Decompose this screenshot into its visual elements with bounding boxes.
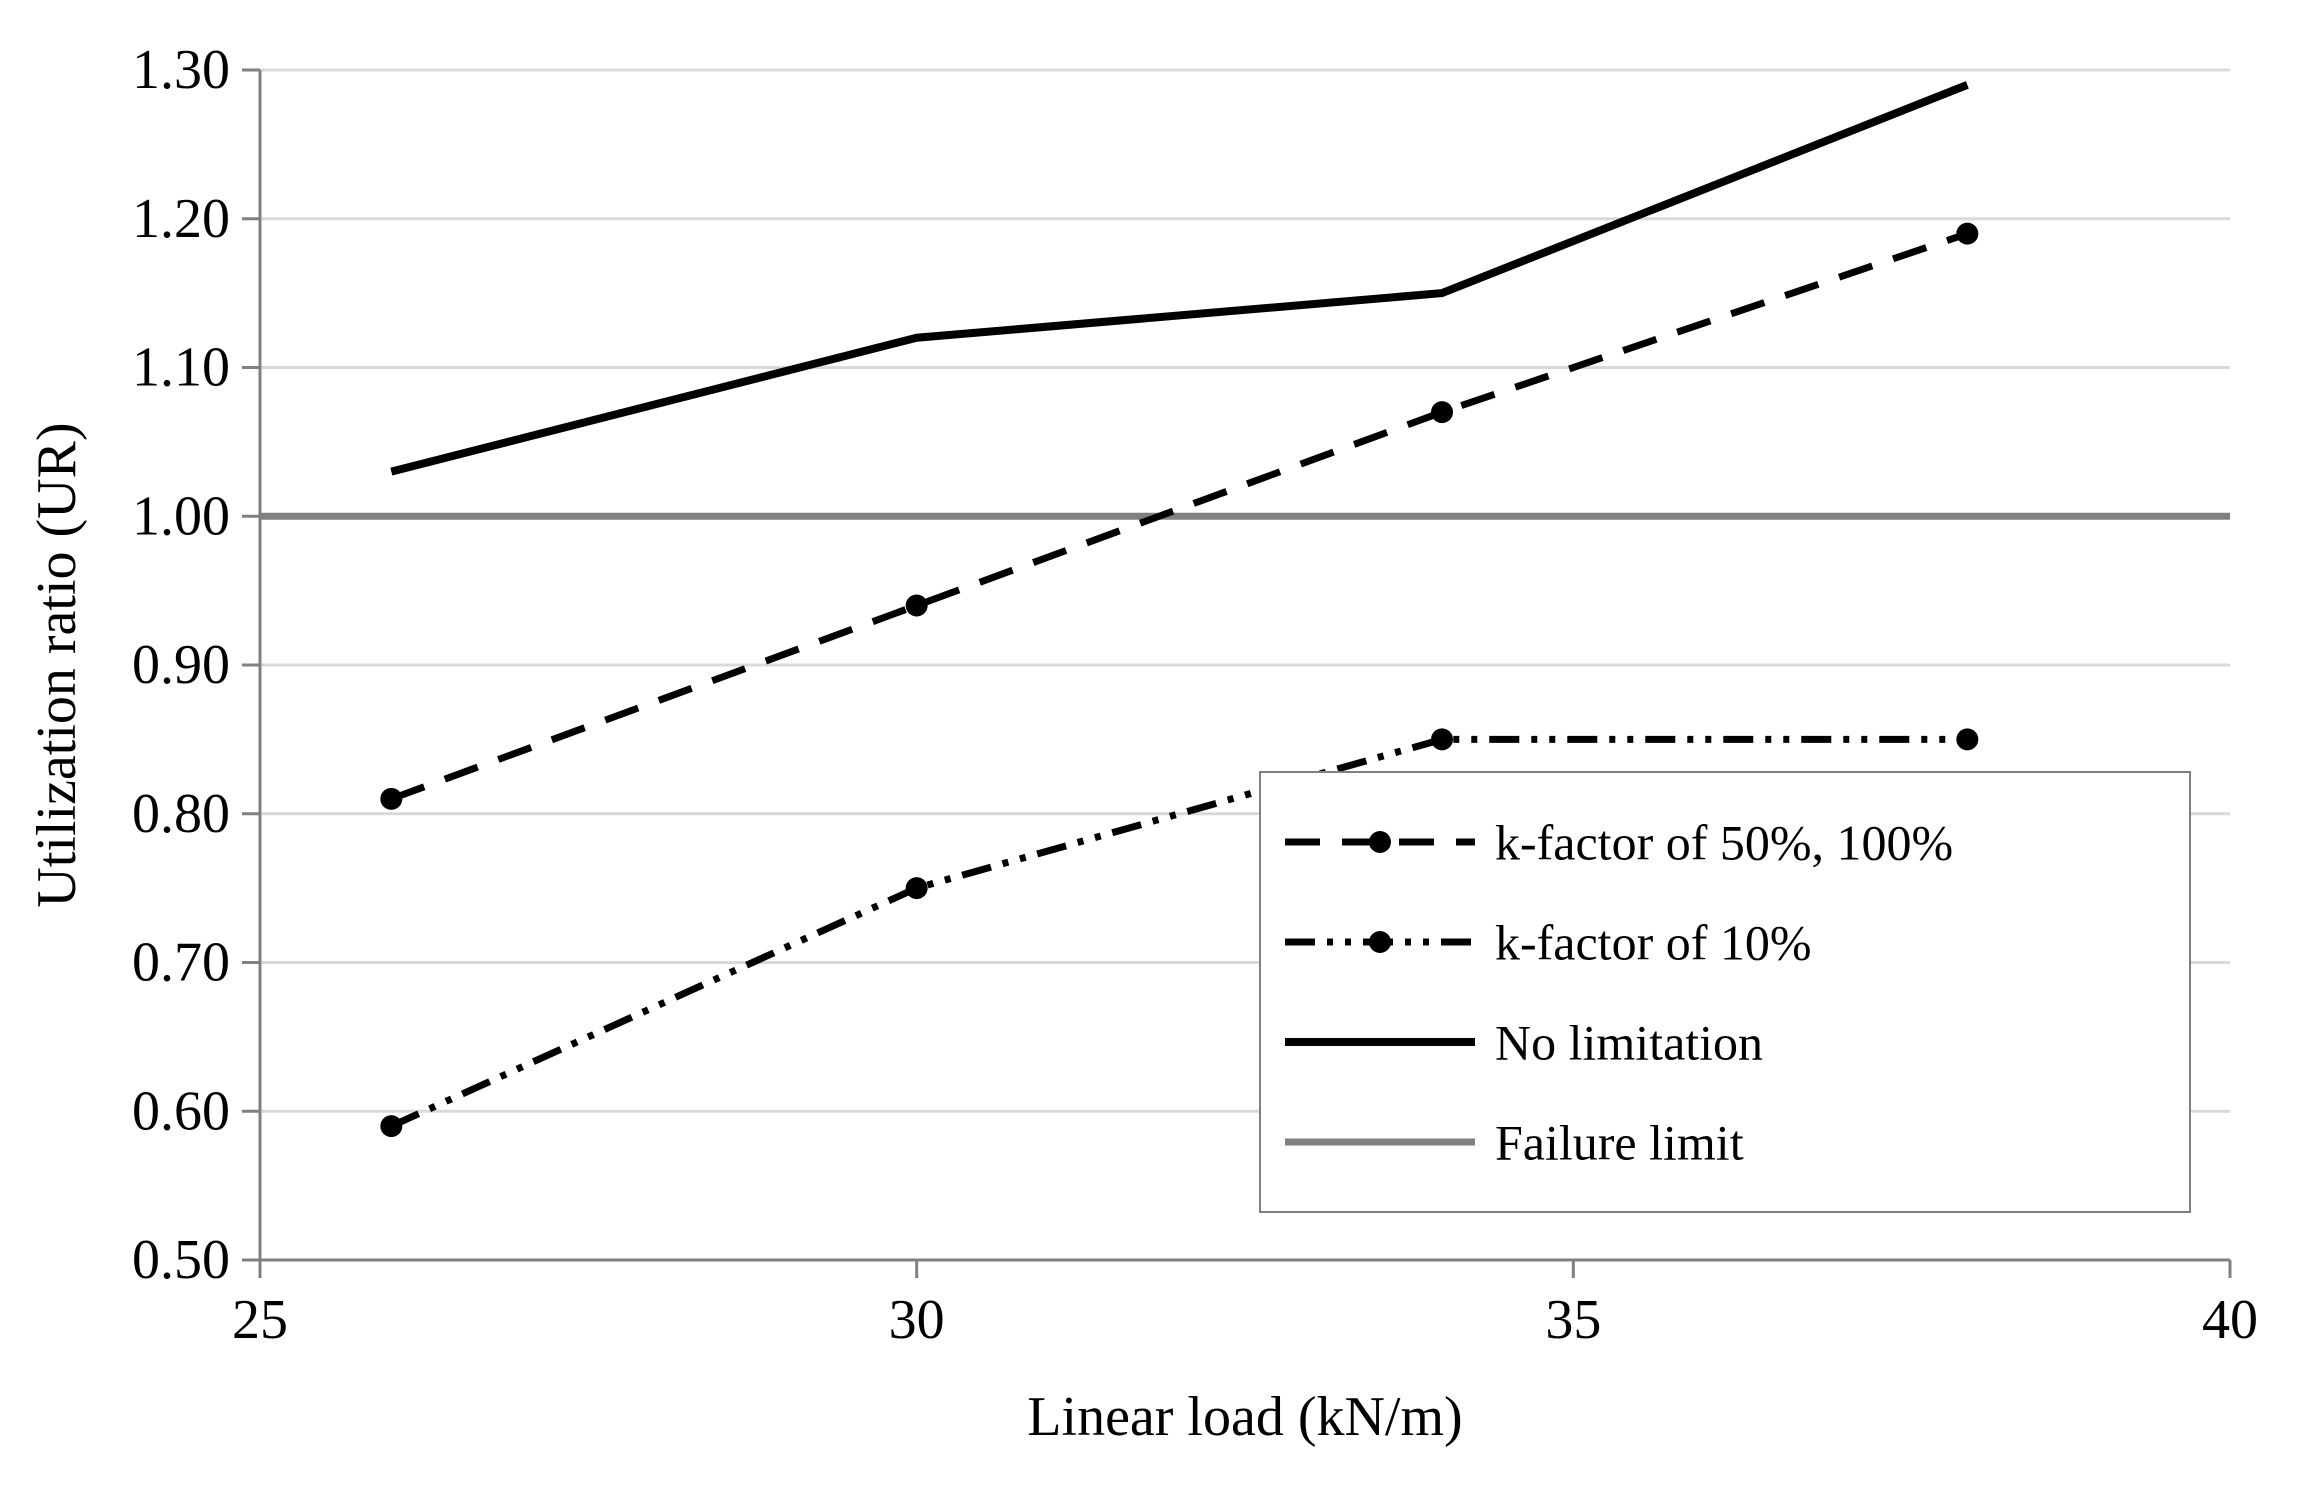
y-tick-label: 0.50: [132, 1229, 230, 1291]
y-tick-label: 1.30: [132, 39, 230, 101]
y-tick-label: 0.80: [132, 783, 230, 845]
line-chart: 25 30 35 40 0.50 0.60 0.70 0.80 0.90 1.00 1.10 1.20…: [0, 0, 2306, 1488]
series-marker: [1431, 401, 1453, 423]
legend-label: No limitation: [1495, 1015, 1763, 1071]
legend-sample-marker: [1369, 931, 1391, 953]
series-marker: [906, 877, 928, 899]
chart-container: 25 30 35 40 0.50 0.60 0.70 0.80 0.90 1.00 1.10 1.20…: [0, 0, 2306, 1493]
y-tick-label: 1.20: [132, 188, 230, 250]
series-marker: [380, 1115, 402, 1137]
y-axis-title: Utilization ratio (UR): [26, 422, 88, 907]
y-tick-label: 0.70: [132, 932, 230, 994]
x-axis-title: Linear load (kN/m): [1027, 1386, 1462, 1448]
x-tick-label: 40: [2202, 1289, 2258, 1351]
legend-label: k-factor of 50%, 100%: [1495, 815, 1953, 871]
y-tick-label: 1.00: [132, 485, 230, 547]
y-tick-label: 0.90: [132, 634, 230, 696]
x-tick-label: 30: [889, 1289, 945, 1351]
series-marker: [1956, 223, 1978, 245]
series-marker: [1431, 728, 1453, 750]
x-tick-label: 35: [1545, 1289, 1601, 1351]
legend: k-factor of 50%, 100% k-factor of 10% No l…: [1260, 772, 2190, 1212]
legend-label: k-factor of 10%: [1495, 915, 1812, 971]
x-tick-label: 25: [232, 1289, 288, 1351]
legend-sample-marker: [1369, 831, 1391, 853]
series-marker: [1956, 728, 1978, 750]
y-tick-label: 0.60: [132, 1080, 230, 1142]
legend-label: Failure limit: [1495, 1115, 1744, 1171]
series-marker: [906, 595, 928, 617]
y-tick-label: 1.10: [132, 337, 230, 399]
series-marker: [380, 788, 402, 810]
